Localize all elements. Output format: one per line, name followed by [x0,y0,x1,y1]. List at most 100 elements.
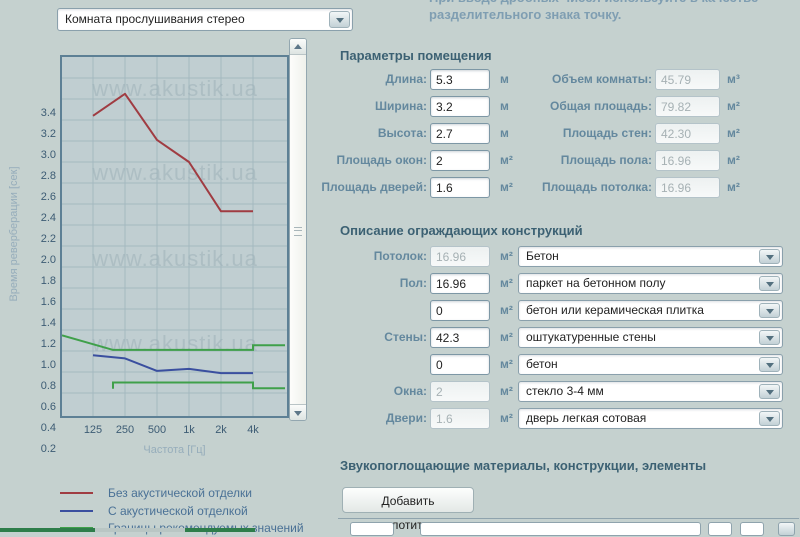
unit-label: м² [500,357,513,371]
legend-swatch [60,509,93,512]
series-line-0 [92,92,253,213]
material-select-arrow-button[interactable] [759,330,780,345]
absorber-partial-input[interactable] [740,522,764,536]
x-tick-label: 1k [183,424,195,436]
construction-area-input[interactable] [430,300,490,321]
construction-area-input[interactable] [430,273,490,294]
param-input[interactable] [430,150,490,171]
unit-label: м³ [727,72,740,86]
material-select[interactable]: стекло 3-4 мм [518,381,783,402]
param-input[interactable] [430,96,490,117]
absorber-row-divider [338,518,799,519]
note-line-1: При вводе дробных чисел используйте в ка… [429,0,799,6]
param-label: Площадь дверей: [321,180,427,194]
unit-label: м [500,72,509,86]
material-select-arrow-button[interactable] [759,357,780,372]
construction-area-input [430,381,490,402]
unit-label: м² [500,330,513,344]
y-tick-label: 3.0 [40,149,56,161]
scroll-up-button[interactable] [290,39,306,55]
material-select[interactable]: дверь легкая сотовая [518,408,783,429]
preset-select[interactable]: Комната прослушивания стерео [57,8,353,31]
param-label: Площадь окон: [336,153,427,167]
watermark-text: www.akustik.ua [91,160,258,185]
cutoff-strip [0,528,95,532]
param-input [655,123,720,144]
material-select[interactable]: бетон [518,354,783,375]
unit-label: м² [500,153,513,167]
preset-select-value: Комната прослушивания стерео [65,12,245,26]
construction-label: Окна: [393,384,427,398]
section-heading-absorbers: Звукопоглощающие материалы, конструкции,… [340,458,707,473]
param-input[interactable] [430,123,490,144]
param-label: Длина: [385,72,427,86]
chart-scrollbar[interactable] [289,38,307,421]
decimal-separator-note: При вводе дробных чисел используйте в ка… [429,0,799,23]
y-tick-label: 3.4 [40,107,56,119]
series-line-1 [92,354,253,375]
scroll-down-button[interactable] [290,404,306,420]
y-tick-label: 1.0 [40,359,56,371]
param-label: Площадь потолка: [541,180,652,194]
param-label: Площадь пола: [560,153,652,167]
unit-label: м² [500,249,513,263]
param-input[interactable] [430,69,490,90]
material-select-value: бетон или керамическая плитка [526,303,704,317]
chevron-down-icon [765,389,774,395]
material-select-value: стекло 3-4 мм [526,384,604,398]
unit-label: м² [500,180,513,194]
material-select[interactable]: Бетон [518,246,783,267]
absorber-partial-button[interactable] [778,522,795,536]
material-select[interactable]: бетон или керамическая плитка [518,300,783,321]
unit-label: м² [500,384,513,398]
absorber-partial-input[interactable] [708,522,732,536]
material-select-arrow-button[interactable] [759,411,780,426]
preset-select-arrow-button[interactable] [329,11,350,28]
x-tick-label: 250 [115,424,135,436]
watermark-text: www.akustik.ua [91,246,258,271]
scrollbar-thumb[interactable] [290,55,306,404]
unit-label: м² [500,303,513,317]
construction-label: Пол: [399,276,427,290]
absorber-partial-input[interactable] [350,522,394,536]
watermark-text: www.akustik.ua [91,331,258,356]
grip-icon [294,226,302,236]
material-select-arrow-button[interactable] [759,276,780,291]
unit-label: м² [727,180,740,194]
construction-area-input[interactable] [430,327,490,348]
unit-label: м² [500,276,513,290]
y-tick-label: 0.4 [40,422,56,434]
material-select-arrow-button[interactable] [759,384,780,399]
legend-label: С акустической отделкой [108,503,248,518]
material-select[interactable]: оштукатуренные стены [518,327,783,348]
material-select-arrow-button[interactable] [759,249,780,264]
material-select[interactable]: паркет на бетонном полу [518,273,783,294]
y-tick-label: 0.8 [40,380,56,392]
unit-label: м² [727,153,740,167]
y-tick-label: 2.2 [40,233,56,245]
construction-label: Стены: [384,330,427,344]
add-absorber-button[interactable]: Добавить поглотитель [342,487,474,532]
y-tick-label: 1.4 [40,317,56,329]
material-select-arrow-button[interactable] [759,303,780,318]
chevron-down-icon [765,281,774,287]
y-tick-label: 2.0 [40,254,56,266]
cutoff-strip [95,528,185,532]
chevron-down-icon [765,254,774,260]
construction-area-input[interactable] [430,354,490,375]
series-bounds-upper [61,334,285,351]
y-tick-label: 2.6 [40,191,56,203]
material-select-value: дверь легкая сотовая [526,411,647,425]
cutoff-strip [185,528,255,532]
chevron-down-icon [765,335,774,341]
x-tick-label: 2k [215,424,227,436]
material-select-value: бетон [526,357,558,371]
param-input [655,177,720,198]
param-input [655,96,720,117]
arrow-down-icon [294,410,302,416]
param-input[interactable] [430,177,490,198]
param-label: Высота: [377,126,427,140]
absorber-partial-select[interactable] [420,522,701,536]
chart-canvas: www.akustik.ua www.akustik.ua www.akustik.… [61,57,287,416]
y-tick-label: 2.8 [40,170,56,182]
